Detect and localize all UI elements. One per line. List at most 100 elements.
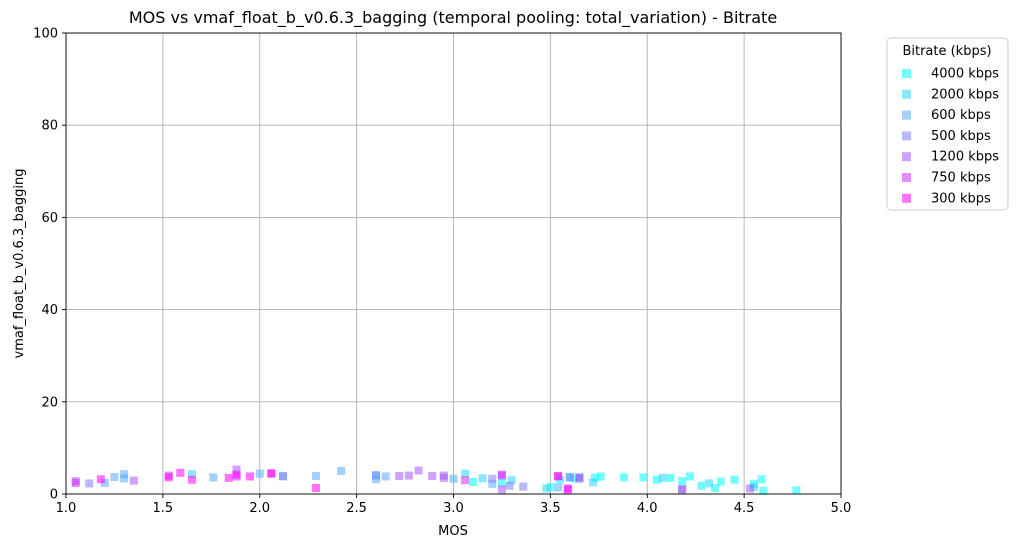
x-tick-label: 5.0: [831, 501, 852, 516]
legend-box: [886, 37, 1009, 211]
data-point: [187, 470, 196, 479]
legend-marker: [902, 131, 911, 141]
data-point: [209, 473, 218, 482]
x-axis-label: MOS: [438, 524, 468, 539]
data-point: [381, 472, 390, 481]
data-point: [414, 466, 423, 475]
data-point: [488, 479, 497, 488]
data-point: [759, 486, 768, 495]
y-tick-label: 40: [41, 303, 58, 318]
data-point: [449, 474, 458, 483]
data-point: [395, 472, 404, 481]
x-tick-label: 1.0: [56, 501, 77, 516]
data-point: [372, 475, 380, 484]
x-tick-label: 3.5: [540, 501, 561, 516]
data-point: [488, 474, 497, 483]
legend-label: 750 kbps: [931, 171, 991, 186]
data-point: [542, 484, 551, 493]
data-point: [497, 478, 506, 487]
data-point: [554, 483, 563, 492]
data-point: [639, 473, 648, 482]
x-tick-label: 4.5: [734, 501, 755, 516]
data-point: [96, 475, 105, 484]
y-axis-label: vmaf_float_b_v0.6.3_bagging: [12, 169, 27, 359]
data-point: [678, 477, 687, 486]
y-tick-label: 20: [41, 395, 58, 410]
data-point: [71, 478, 80, 487]
data-point: [120, 474, 129, 483]
y-tick-label: 80: [41, 119, 58, 134]
legend-marker: [902, 152, 911, 162]
y-tick-label: 100: [33, 27, 58, 42]
legend-label: 500 kbps: [931, 129, 991, 144]
legend-label: 300 kbps: [931, 191, 991, 206]
legend-label: 4000 kbps: [931, 67, 999, 82]
data-point: [120, 470, 129, 479]
y-tick-label: 0: [50, 488, 58, 503]
x-tick-label: 1.5: [153, 501, 174, 516]
data-point: [468, 478, 477, 487]
data-point: [507, 476, 516, 485]
x-tick-label: 2.5: [346, 501, 367, 516]
legend-marker: [902, 110, 911, 120]
data-point: [497, 470, 506, 479]
data-point: [792, 486, 801, 495]
legend-marker: [902, 89, 911, 99]
data-point: [705, 479, 714, 488]
data-point: [404, 471, 413, 480]
data-point: [232, 465, 241, 474]
data-point: [757, 475, 766, 484]
y-tick-label: 60: [41, 211, 58, 226]
data-point: [745, 484, 754, 493]
x-axis-ticks: 1.0 1.5 2.0 2.5 3.0 3.5 4.0 4.5 5.0: [56, 494, 852, 516]
data-point: [620, 473, 628, 482]
legend-label: 600 kbps: [931, 108, 991, 123]
data-point: [716, 477, 725, 486]
legend-marker: [902, 173, 911, 182]
legend-items: 4000 kbps 2000 kbps 600 kbps 500 kbps 1200 k…: [902, 67, 999, 206]
data-point: [565, 473, 574, 482]
data-point: [711, 484, 720, 493]
data-point: [730, 475, 739, 484]
data-point: [428, 472, 437, 481]
chart-title: MOS vs vmaf_float_b_v0.6.3_bagging (temp…: [129, 8, 777, 28]
data-point: [232, 470, 241, 479]
data-point: [596, 472, 605, 481]
x-tick-label: 4.0: [637, 501, 658, 516]
data-point: [176, 468, 185, 477]
legend: Bitrate (kbps) 4000 kbps 2000 kbps 600 kbp…: [886, 37, 1009, 211]
data-point: [461, 476, 470, 485]
data-point: [246, 472, 255, 481]
data-point: [110, 472, 119, 481]
data-point: [187, 475, 196, 484]
data-point: [497, 485, 506, 494]
data-point: [697, 481, 706, 490]
data-points: [71, 465, 801, 495]
y-axis-ticks: 0 20 40 60 80 100: [33, 27, 66, 503]
data-point: [164, 473, 173, 482]
data-point: [658, 473, 667, 482]
data-point: [652, 475, 661, 484]
x-tick-label: 2.0: [249, 501, 270, 516]
data-point: [563, 485, 572, 494]
data-point: [666, 473, 675, 482]
data-point: [478, 474, 487, 483]
legend-label: 2000 kbps: [931, 87, 999, 102]
data-point: [129, 476, 138, 485]
data-point: [439, 471, 448, 480]
data-point: [224, 473, 233, 482]
data-point: [505, 481, 514, 490]
data-point: [554, 472, 563, 481]
data-point: [311, 484, 320, 493]
data-point: [372, 471, 380, 480]
legend-marker: [902, 193, 911, 203]
data-point: [461, 469, 470, 478]
data-point: [589, 478, 597, 487]
data-point: [519, 482, 528, 491]
data-point: [267, 469, 276, 478]
data-point: [590, 473, 599, 482]
data-point: [337, 466, 346, 475]
legend-title: Bitrate (kbps): [902, 44, 991, 59]
